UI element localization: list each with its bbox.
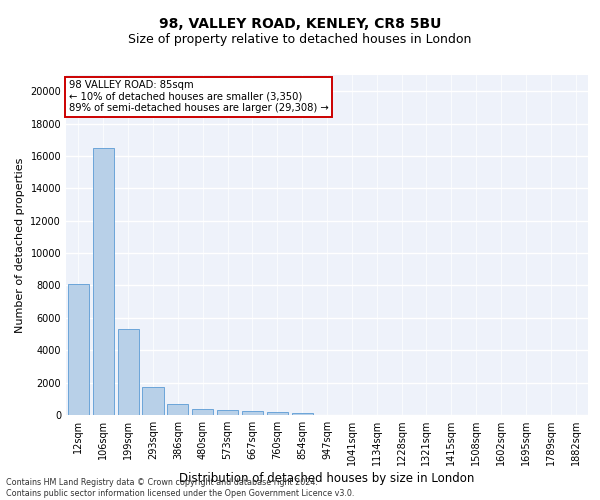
- Text: Size of property relative to detached houses in London: Size of property relative to detached ho…: [128, 32, 472, 46]
- Bar: [267, 412, 288, 415]
- X-axis label: Distribution of detached houses by size in London: Distribution of detached houses by size …: [179, 472, 475, 486]
- Bar: [292, 413, 313, 415]
- Text: 98 VALLEY ROAD: 85sqm
← 10% of detached houses are smaller (3,350)
89% of semi-d: 98 VALLEY ROAD: 85sqm ← 10% of detached …: [68, 80, 328, 114]
- Y-axis label: Number of detached properties: Number of detached properties: [15, 158, 25, 332]
- Bar: [217, 410, 238, 415]
- Text: Contains HM Land Registry data © Crown copyright and database right 2024.
Contai: Contains HM Land Registry data © Crown c…: [6, 478, 355, 498]
- Bar: [242, 412, 263, 415]
- Bar: [68, 284, 89, 415]
- Bar: [118, 329, 139, 415]
- Text: 98, VALLEY ROAD, KENLEY, CR8 5BU: 98, VALLEY ROAD, KENLEY, CR8 5BU: [159, 18, 441, 32]
- Bar: [93, 148, 114, 415]
- Bar: [167, 404, 188, 415]
- Bar: [192, 409, 213, 415]
- Bar: [142, 386, 164, 415]
